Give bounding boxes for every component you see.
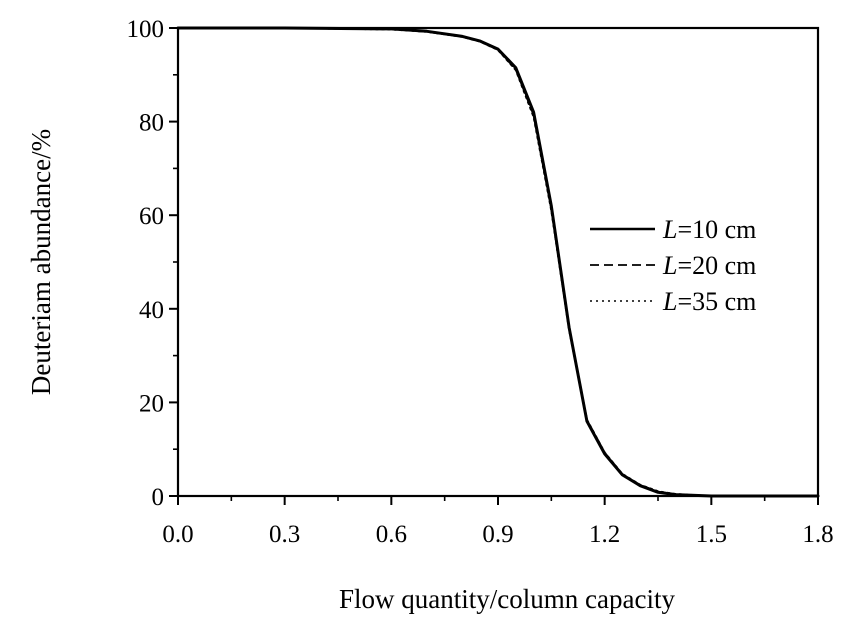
legend-label-1: L=10 cm: [662, 215, 756, 244]
legend-label-3: L=35 cm: [662, 287, 756, 316]
x-tick-label: 0.3: [269, 521, 300, 548]
x-tick-label: 1.5: [696, 521, 727, 548]
x-tick-label: 0.0: [162, 521, 193, 548]
x-tick-label: 0.9: [482, 521, 513, 548]
x-tick-label: 0.6: [376, 521, 407, 548]
series-lines: [176, 26, 820, 498]
series-line-3: [177, 27, 819, 497]
y-axis-ticks: 0 20 40 60 80 100: [127, 16, 178, 511]
legend-label-2: L=20 cm: [662, 251, 756, 280]
y-tick-label: 80: [139, 110, 164, 137]
legend: L=10 cm L=20 cm L=35 cm: [590, 215, 756, 316]
x-tick-label: 1.2: [589, 521, 620, 548]
y-axis-title: Deuteriam abundance/%: [26, 129, 56, 395]
y-tick-label: 20: [139, 390, 164, 417]
y-tick-label: 40: [139, 297, 164, 324]
x-tick-label: 1.8: [802, 521, 833, 548]
y-tick-label: 0: [152, 484, 165, 511]
x-axis-ticks: 0.0 0.3 0.6 0.9 1.2 1.5 1.8: [162, 496, 834, 548]
y-tick-label: 100: [127, 16, 165, 43]
x-axis-title: Flow quantity/column capacity: [339, 584, 675, 614]
y-tick-label: 60: [139, 203, 164, 230]
